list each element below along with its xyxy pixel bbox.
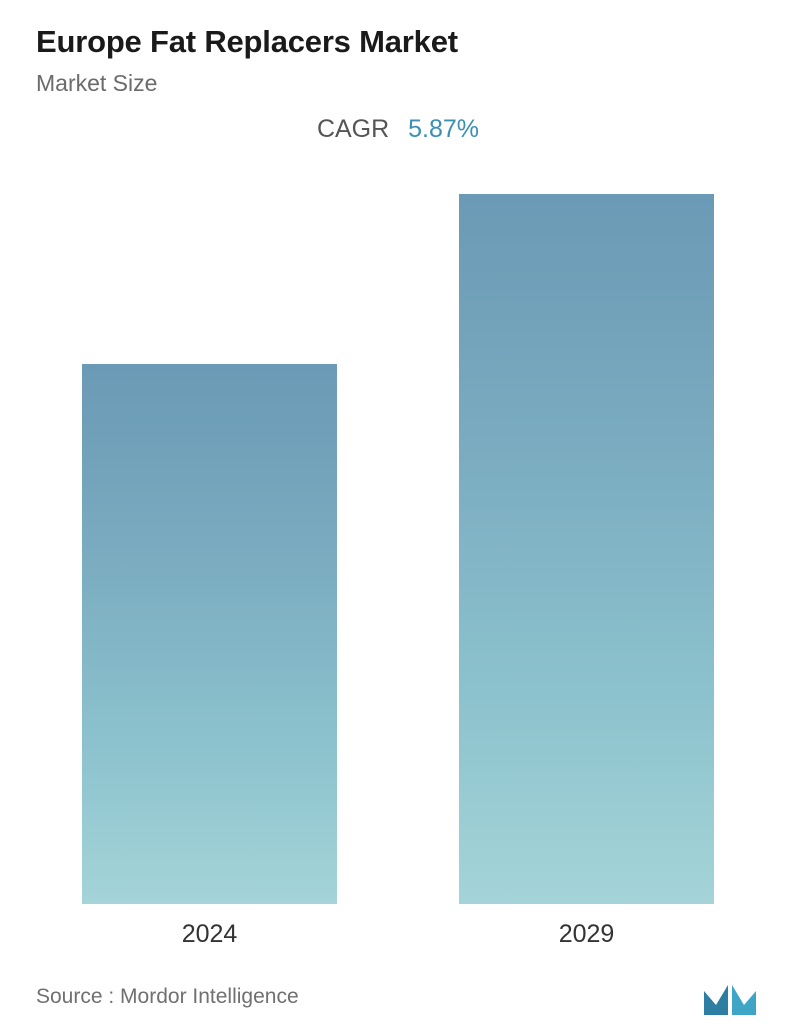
bar-2024: [82, 364, 337, 904]
cagr-value: 5.87%: [408, 115, 479, 143]
bar-slot-1: 2029: [459, 194, 714, 949]
bar-label-2024: 2024: [182, 920, 238, 949]
chart-subtitle: Market Size: [36, 70, 760, 97]
source-text: Source : Mordor Intelligence: [36, 985, 299, 1009]
chart-title: Europe Fat Replacers Market: [36, 24, 760, 60]
chart-footer: Source : Mordor Intelligence: [36, 949, 760, 1021]
bar-label-2029: 2029: [559, 920, 615, 949]
cagr-row: CAGR 5.87%: [36, 115, 760, 144]
mordor-intelligence-logo-icon: [702, 977, 760, 1017]
bar-2029: [459, 194, 714, 904]
bar-slot-0: 2024: [82, 194, 337, 949]
cagr-label: CAGR: [317, 115, 389, 143]
chart-container: Europe Fat Replacers Market Market Size …: [0, 0, 796, 1034]
chart-plot-area: 2024 2029: [36, 154, 760, 949]
